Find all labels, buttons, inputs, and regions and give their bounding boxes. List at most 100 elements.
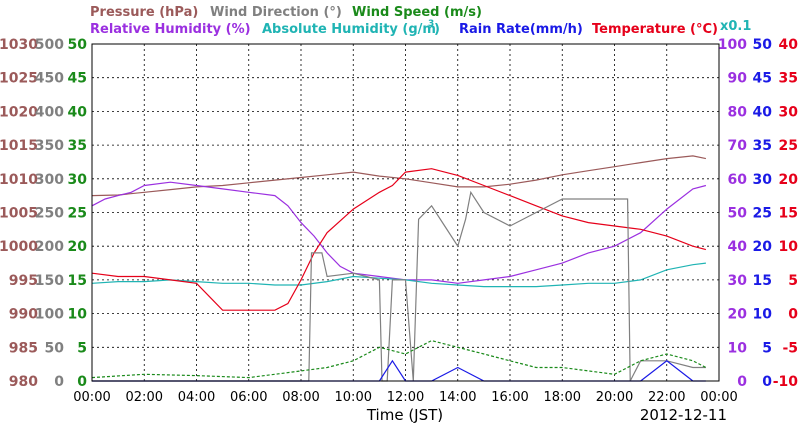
- tick-label-pressure: 1015: [0, 138, 38, 154]
- tick-label-wind-direction: 150: [35, 273, 64, 289]
- x-tick-label: 12:00: [387, 390, 424, 405]
- x-tick-label: 10:00: [335, 390, 372, 405]
- tick-label-wind-speed: 45: [68, 71, 87, 87]
- tick-label-rain: 20: [753, 239, 773, 255]
- tick-label-wind-direction: 400: [35, 104, 64, 120]
- tick-label-pressure: 1000: [0, 239, 38, 255]
- tick-label-rain: 40: [753, 104, 773, 120]
- tick-label-rain: 10: [753, 307, 773, 323]
- tick-label-pressure: 995: [9, 273, 38, 289]
- tick-label-wind-direction: 350: [35, 138, 64, 154]
- tick-label-pressure: 1030: [0, 37, 38, 53]
- tick-label-wind-speed: 5: [77, 340, 87, 356]
- legend-wind-speed: Wind Speed (m/s): [352, 5, 482, 20]
- series-line-pressure-hpa: [91, 155, 707, 197]
- tick-label-wind-direction: 0: [54, 374, 64, 390]
- tick-label-temperature: 25: [779, 138, 798, 154]
- tick-label-wind-direction: 200: [35, 239, 64, 255]
- series-line-temperature-c: [91, 168, 707, 311]
- tick-label-humidity: 50: [728, 206, 748, 222]
- x-tick-label: 00:00: [73, 390, 110, 405]
- x-tick-label: 08:00: [282, 390, 319, 405]
- series-line-relative-humidity: [91, 181, 707, 284]
- tick-label-temperature: 20: [779, 172, 799, 188]
- tick-label-rain: 50: [753, 37, 773, 53]
- tick-label-rain: 15: [753, 273, 772, 289]
- tick-label-temperature: 35: [779, 71, 798, 87]
- series-line-wind-direction: [92, 190, 706, 382]
- tick-label-humidity: 0: [737, 374, 747, 390]
- tick-label-humidity: 70: [728, 138, 748, 154]
- tick-label-wind-speed: 50: [68, 37, 88, 53]
- legend-multiplier: x0.1: [720, 19, 751, 34]
- tick-label-temperature: 10: [779, 239, 799, 255]
- series-line-absolute-humidity-g-m3-x0-1: [91, 262, 706, 288]
- series-line-rain-rate-mm-h: [92, 359, 706, 382]
- x-tick-label: 02:00: [126, 390, 163, 405]
- tick-label-temperature: 0: [788, 307, 798, 323]
- axis-ticks: 1030102510201015101010051000995990985980…: [0, 37, 798, 405]
- tick-label-pressure: 1020: [0, 104, 38, 120]
- tick-label-rain: 25: [753, 206, 772, 222]
- x-tick-label: 14:00: [439, 390, 476, 405]
- tick-label-pressure: 1025: [0, 71, 38, 87]
- legend-rain: Rain Rate(mm/h): [459, 22, 583, 37]
- legend-abs-humidity-sup: 3: [428, 19, 434, 29]
- tick-label-humidity: 40: [728, 239, 748, 255]
- series-line-wind-speed-m-s: [91, 339, 707, 379]
- tick-label-temperature: 40: [779, 37, 799, 53]
- tick-label-wind-speed: 10: [68, 307, 88, 323]
- x-tick-label: 16:00: [491, 390, 528, 405]
- tick-label-wind-direction: 450: [35, 71, 64, 87]
- tick-label-wind-speed: 20: [68, 239, 88, 255]
- tick-label-wind-direction: 300: [35, 172, 64, 188]
- tick-label-temperature: 5: [788, 273, 798, 289]
- x-tick-label: 18:00: [544, 390, 581, 405]
- tick-label-wind-direction: 250: [35, 206, 64, 222]
- tick-label-wind-direction: 50: [45, 340, 65, 356]
- legend-abs-humidity-close: ): [434, 22, 440, 37]
- x-tick-label: 20:00: [596, 390, 633, 405]
- tick-label-humidity: 10: [728, 340, 748, 356]
- tick-label-humidity: 80: [728, 104, 748, 120]
- tick-label-humidity: 90: [728, 71, 748, 87]
- x-tick-label: 00:00: [700, 390, 737, 405]
- tick-label-pressure: 1010: [0, 172, 38, 188]
- tick-label-wind-speed: 30: [68, 172, 88, 188]
- tick-label-wind-speed: 0: [77, 374, 87, 390]
- tick-label-temperature: -5: [782, 340, 798, 356]
- legend-pressure: Pressure (hPa): [90, 5, 198, 20]
- tick-label-rain: 5: [762, 340, 772, 356]
- x-tick-label: 22:00: [648, 390, 685, 405]
- legend-abs-humidity: Absolute Humidity (g/m: [262, 22, 436, 37]
- legend-wind-direction: Wind Direction (°): [210, 5, 342, 20]
- tick-label-pressure: 990: [9, 307, 38, 323]
- tick-label-wind-direction: 100: [35, 307, 64, 323]
- tick-label-wind-speed: 25: [68, 206, 87, 222]
- x-axis-title: Time (JST): [366, 406, 443, 424]
- tick-label-wind-speed: 35: [68, 138, 87, 154]
- tick-label-pressure: 980: [9, 374, 38, 390]
- tick-label-wind-direction: 500: [35, 37, 64, 53]
- tick-label-wind-speed: 40: [68, 104, 88, 120]
- tick-label-temperature: 30: [779, 104, 799, 120]
- plot-frame: [91, 43, 720, 382]
- x-axis-date: 2012-12-11: [640, 406, 727, 424]
- tick-label-humidity: 100: [718, 37, 747, 53]
- tick-label-rain: 45: [753, 71, 772, 87]
- tick-label-temperature: 15: [779, 206, 798, 222]
- grid: [92, 44, 719, 381]
- tick-label-humidity: 20: [728, 307, 748, 323]
- tick-label-pressure: 985: [9, 340, 38, 356]
- tick-label-temperature: -10: [773, 374, 799, 390]
- tick-label-humidity: 30: [728, 273, 748, 289]
- legend-humidity: Relative Humidity (%): [90, 22, 251, 37]
- tick-label-rain: 35: [753, 138, 772, 154]
- legend-temperature: Temperature (°C): [592, 22, 718, 37]
- tick-label-humidity: 60: [728, 172, 748, 188]
- x-tick-label: 04:00: [178, 390, 215, 405]
- tick-label-rain: 0: [762, 374, 772, 390]
- tick-label-wind-speed: 15: [68, 273, 87, 289]
- tick-label-rain: 30: [753, 172, 773, 188]
